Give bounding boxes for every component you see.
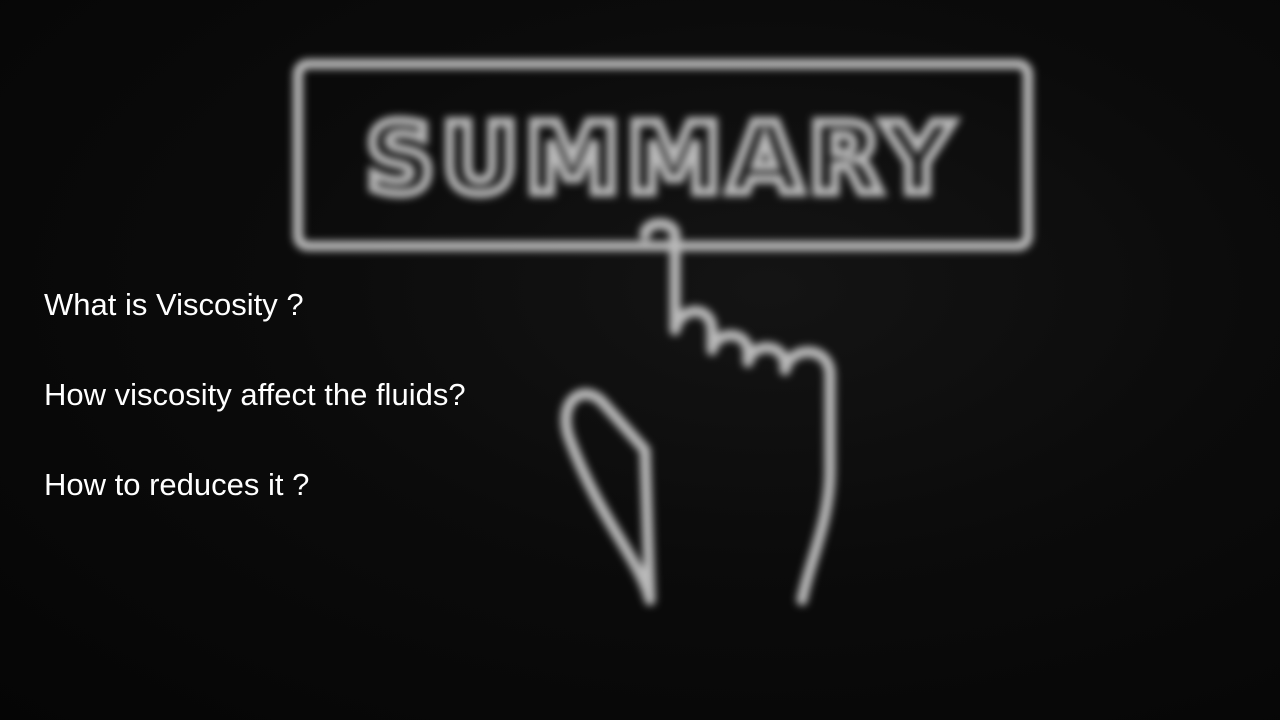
pointing-hand-icon (560, 218, 836, 606)
summary-bullet-list: What is Viscosity ? How viscosity affect… (44, 282, 466, 552)
summary-sign-text: SUMMARY (366, 103, 959, 215)
bullet-viscosity-effect: How viscosity affect the fluids? (44, 377, 466, 412)
summary-sign-frame (293, 59, 1033, 251)
bullet-what-is-viscosity: What is Viscosity ? (44, 287, 304, 322)
bullet-reduce-viscosity: How to reduces it ? (44, 467, 310, 502)
